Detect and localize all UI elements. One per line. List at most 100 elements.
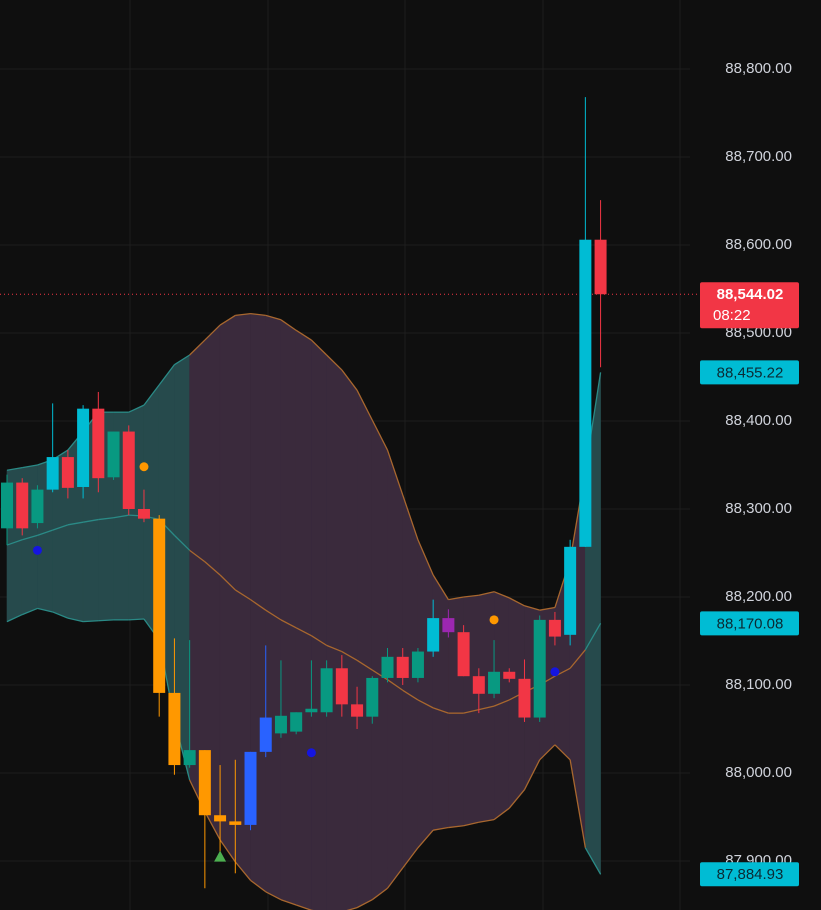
band-line [493, 699, 510, 707]
band-line [402, 689, 419, 701]
band-line [508, 597, 525, 607]
band-line [356, 389, 373, 421]
band-line [493, 807, 510, 821]
band-line [67, 617, 84, 623]
candle-body [457, 632, 470, 677]
candle-body [244, 751, 257, 825]
candle-body [396, 656, 409, 678]
band-line [433, 826, 449, 831]
band-line [311, 635, 327, 646]
band-line [417, 539, 434, 576]
signal-marker [139, 462, 149, 472]
band-line [128, 404, 145, 413]
band-line [113, 514, 129, 519]
y-tick-label: 88,300.00 [725, 500, 792, 517]
band-line [265, 891, 282, 901]
last-price-tag [700, 282, 799, 329]
signal-marker [214, 850, 227, 862]
band-fill [219, 314, 236, 863]
band-line [356, 899, 373, 909]
band-line [524, 605, 540, 611]
band-line [371, 669, 388, 681]
band-line [52, 524, 69, 531]
band-line [82, 518, 99, 523]
candle-body [335, 668, 348, 705]
signal-marker [32, 545, 42, 555]
band-line [37, 607, 53, 613]
candle-body [31, 489, 44, 524]
candle-body [351, 704, 364, 717]
y-tick-label: 88,100.00 [725, 676, 792, 693]
band-line [250, 312, 266, 317]
candle-body [122, 431, 135, 509]
candle-body [305, 708, 318, 713]
band-line [448, 596, 464, 601]
price-tag-label: 87,884.93 [717, 866, 784, 883]
y-tick-label: 88,400.00 [725, 412, 792, 429]
band-line [569, 759, 587, 848]
band-line [235, 312, 251, 317]
candle-body [198, 750, 211, 816]
band-line [478, 591, 495, 596]
band-line [387, 679, 404, 691]
band-line [189, 549, 206, 563]
candle-body [366, 677, 379, 717]
price-tag-label: 88,455.22 [717, 364, 784, 381]
candle-body [107, 431, 120, 478]
band-fill [280, 319, 297, 906]
candle-body [229, 821, 242, 825]
last-price-label: 88,544.02 [717, 286, 784, 303]
band-line [584, 622, 602, 651]
price-tag [700, 862, 799, 887]
band-line [265, 609, 282, 621]
band-line [463, 708, 479, 714]
band-line [539, 744, 556, 761]
candle-body [579, 239, 592, 547]
candle-body [16, 482, 29, 529]
band-line [204, 811, 221, 841]
band-line [21, 607, 38, 616]
band-line [173, 534, 191, 551]
band-line [508, 789, 525, 809]
band-line [234, 589, 251, 601]
band-line [448, 825, 464, 829]
band-line [158, 364, 175, 386]
band-fill [189, 339, 206, 812]
band-line [250, 599, 267, 611]
band-fill [265, 314, 282, 901]
band-fill [295, 329, 312, 910]
candle-body [503, 671, 516, 679]
candle-body [168, 692, 181, 766]
band-line [219, 574, 236, 591]
candle-body [153, 518, 166, 693]
band-line [37, 529, 53, 537]
band-line [6, 466, 23, 471]
band-line [234, 861, 252, 881]
candle-body [1, 482, 13, 529]
band-line [478, 705, 495, 711]
band-line [402, 847, 419, 869]
band-line [98, 517, 114, 521]
band-line [432, 574, 449, 600]
y-tick-label: 88,800.00 [725, 60, 792, 77]
band-fill [417, 539, 434, 849]
band-line [295, 904, 312, 910]
band-line [22, 534, 38, 541]
candle-body [381, 656, 394, 678]
candle-body [290, 712, 303, 732]
band-line [356, 659, 373, 671]
band-fill [326, 354, 343, 910]
band-line [250, 879, 267, 893]
band-fill [356, 390, 373, 909]
band-line [22, 464, 38, 469]
band-line [478, 818, 495, 823]
candle-body [533, 619, 546, 718]
band-line [554, 744, 571, 761]
candle-body [488, 671, 501, 694]
y-tick-label: 88,700.00 [725, 148, 792, 165]
band-line [417, 699, 434, 709]
band-line [523, 759, 541, 790]
band-line [219, 314, 236, 326]
band-line [280, 619, 297, 629]
price-tag-label: 88,170.08 [717, 615, 784, 632]
